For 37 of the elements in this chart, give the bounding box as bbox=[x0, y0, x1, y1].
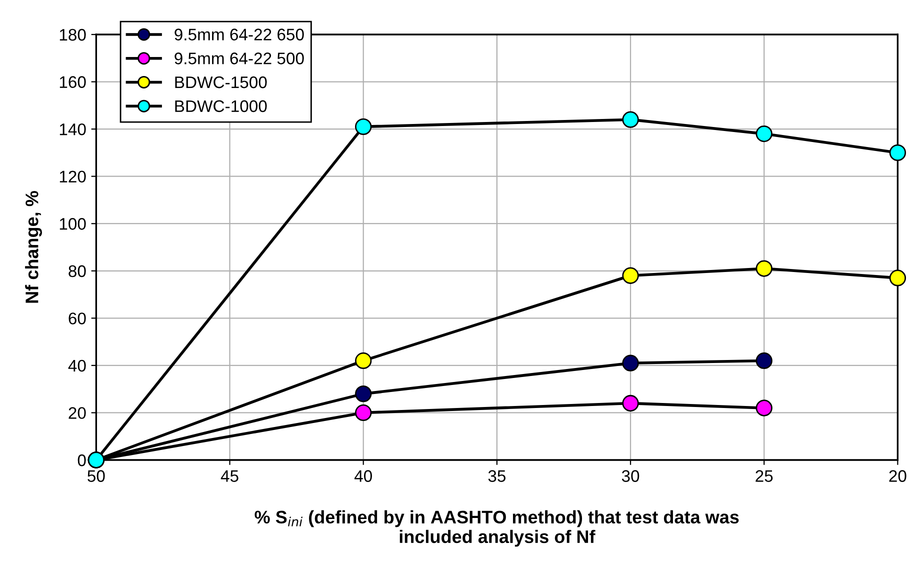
y-tick-label: 100 bbox=[60, 218, 86, 230]
x-tick-label: 50 bbox=[88, 470, 105, 482]
x-tick-label: 30 bbox=[622, 470, 640, 482]
y-tick-label: 40 bbox=[68, 360, 86, 372]
point bbox=[622, 267, 639, 284]
point bbox=[622, 111, 639, 128]
legend-label: BDWC-1500 bbox=[175, 76, 267, 88]
x-tick-label: 45 bbox=[220, 470, 238, 482]
x-tick-label: 40 bbox=[354, 470, 372, 482]
legend-label: 9.5mm 64-22 650 bbox=[174, 28, 304, 40]
point bbox=[355, 118, 372, 136]
x-tick-label: 25 bbox=[756, 470, 773, 482]
y-axis-title: Nf change, % bbox=[25, 191, 42, 303]
point bbox=[355, 404, 372, 422]
x-tick-label: 35 bbox=[488, 470, 506, 482]
point bbox=[889, 270, 906, 286]
point bbox=[756, 352, 772, 370]
point bbox=[622, 394, 639, 412]
y-tick-label: 140 bbox=[60, 123, 86, 136]
y-tick-label: 80 bbox=[68, 265, 86, 278]
point bbox=[756, 260, 772, 277]
point bbox=[889, 144, 906, 162]
point bbox=[355, 352, 372, 370]
legend-label: 9.5mm 64-22 500 bbox=[174, 52, 304, 64]
y-tick-label: 160 bbox=[60, 76, 86, 88]
y-tick-label: 180 bbox=[60, 28, 86, 41]
point bbox=[756, 400, 772, 416]
x-axis-title: % S$_{ini}$ (defined by in AASHTO method) that test data was included analysis of Nf bbox=[254, 510, 739, 547]
y-tick-label: 60 bbox=[68, 312, 86, 324]
point bbox=[355, 385, 372, 402]
y-tick-label: 120 bbox=[60, 170, 86, 183]
y-tick-label: 0 bbox=[78, 454, 86, 466]
legend-label: BDWC-1000 bbox=[175, 100, 267, 112]
point bbox=[622, 354, 639, 372]
y-tick-label: 20 bbox=[68, 407, 86, 419]
x-tick-label: 20 bbox=[889, 470, 906, 482]
point bbox=[756, 125, 772, 142]
